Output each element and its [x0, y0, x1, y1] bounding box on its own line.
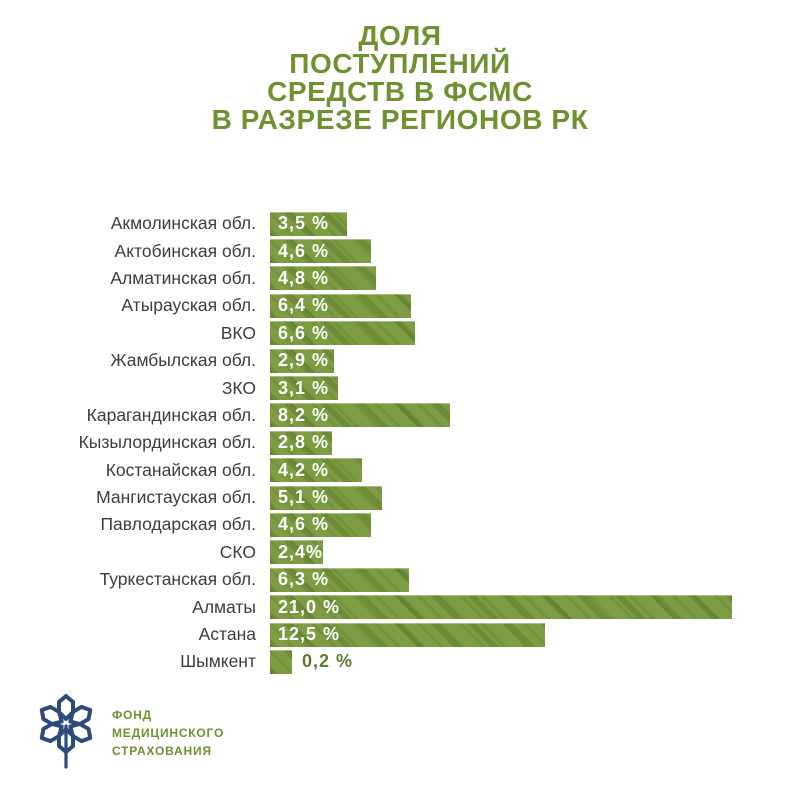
region-label: Акмолинская обл.: [110, 213, 256, 234]
chart-row: Павлодарская обл. 4,6 %: [0, 511, 800, 538]
bar: [270, 649, 292, 674]
value-label: 4,2 %: [278, 459, 330, 480]
bar: 2,4%: [270, 540, 324, 565]
bar: 4,8 %: [270, 266, 376, 291]
region-label: Туркестанская обл.: [99, 569, 256, 590]
bar: 21,0 %: [270, 595, 732, 620]
chart-row: Акмолинская обл. 3,5 %: [0, 210, 800, 237]
chart: Акмолинская обл. 3,5 % Актобинская обл. …: [0, 210, 800, 676]
bar: 2,9 %: [270, 348, 334, 373]
value-label: 4,6 %: [278, 514, 330, 535]
bar: 6,4 %: [270, 293, 411, 318]
page-title: ДОЛЯ ПОСТУПЛЕНИЙ СРЕДСТВ В ФСМС В РАЗРЕЗ…: [211, 20, 589, 135]
chart-row: Шымкент 0,2 %: [0, 648, 800, 675]
value-label: 4,6 %: [278, 240, 330, 261]
bar: 6,6 %: [270, 321, 415, 346]
chart-row: Кызылординская обл. 2,8 %: [0, 429, 800, 456]
value-label: 21,0 %: [278, 596, 341, 617]
region-label: Шымкент: [180, 651, 256, 672]
value-label: 12,5 %: [278, 624, 341, 645]
chart-row: Астана 12,5 %: [0, 621, 800, 648]
chart-row: Алматинская обл. 4,8 %: [0, 265, 800, 292]
chart-row: Атырауская обл. 6,4 %: [0, 292, 800, 319]
bar: 6,3 %: [270, 567, 409, 592]
chart-row: Алматы 21,0 %: [0, 593, 800, 620]
value-label: 3,5 %: [278, 213, 330, 234]
region-label: Жамбылская обл.: [110, 350, 256, 371]
bar: 3,5 %: [270, 211, 347, 236]
value-label: 2,9 %: [278, 350, 330, 371]
value-label: 6,4 %: [278, 295, 330, 316]
chart-row: Туркестанская обл. 6,3 %: [0, 566, 800, 593]
chart-row: ЗКО 3,1 %: [0, 374, 800, 401]
value-label: 4,8 %: [278, 267, 330, 288]
value-label: 2,8 %: [278, 432, 330, 453]
value-label: 3,1 %: [278, 377, 330, 398]
value-label: 6,3 %: [278, 569, 330, 590]
value-label: 5,1 %: [278, 487, 330, 508]
region-label: Астана: [198, 624, 256, 645]
region-label: Кызылординская обл.: [78, 432, 256, 453]
logo: ФОНД МЕДИЦИНСКОГО СТРАХОВАНИЯ: [34, 694, 224, 770]
chart-row: Актобинская обл. 4,6 %: [0, 237, 800, 264]
chart-row: ВКО 6,6 %: [0, 320, 800, 347]
bar: 4,6 %: [270, 512, 371, 537]
chart-row: Мангистауская обл. 5,1 %: [0, 484, 800, 511]
bar: 12,5 %: [270, 622, 545, 647]
bar: 5,1 %: [270, 485, 382, 510]
bar: 4,6 %: [270, 239, 371, 264]
value-label: 6,6 %: [278, 322, 330, 343]
region-label: ВКО: [220, 322, 256, 343]
bar: 4,2 %: [270, 458, 362, 483]
bar: 8,2 %: [270, 403, 450, 428]
chart-row: Жамбылская обл. 2,9 %: [0, 347, 800, 374]
region-label: СКО: [219, 541, 256, 562]
value-label: 0,2 %: [302, 651, 354, 672]
region-label: Павлодарская обл.: [100, 514, 256, 535]
bar: 3,1 %: [270, 376, 338, 401]
region-label: Костанайская обл.: [105, 459, 256, 480]
region-label: Алматы: [192, 596, 256, 617]
chart-row: Костанайская обл. 4,2 %: [0, 457, 800, 484]
bar: 2,8 %: [270, 430, 332, 455]
region-label: ЗКО: [221, 377, 256, 398]
value-label: 8,2 %: [278, 404, 330, 425]
chart-row: СКО 2,4%: [0, 539, 800, 566]
region-label: Мангистауская обл.: [96, 487, 256, 508]
region-label: Атырауская обл.: [121, 295, 256, 316]
region-label: Алматинская обл.: [110, 267, 256, 288]
value-label: 2,4%: [278, 541, 324, 562]
snowflake-icon: [36, 694, 96, 769]
logo-text: ФОНД МЕДИЦИНСКОГО СТРАХОВАНИЯ: [112, 708, 225, 758]
region-label: Карагандинская обл.: [86, 404, 256, 425]
region-label: Актобинская обл.: [114, 240, 256, 261]
chart-row: Карагандинская обл. 8,2 %: [0, 402, 800, 429]
